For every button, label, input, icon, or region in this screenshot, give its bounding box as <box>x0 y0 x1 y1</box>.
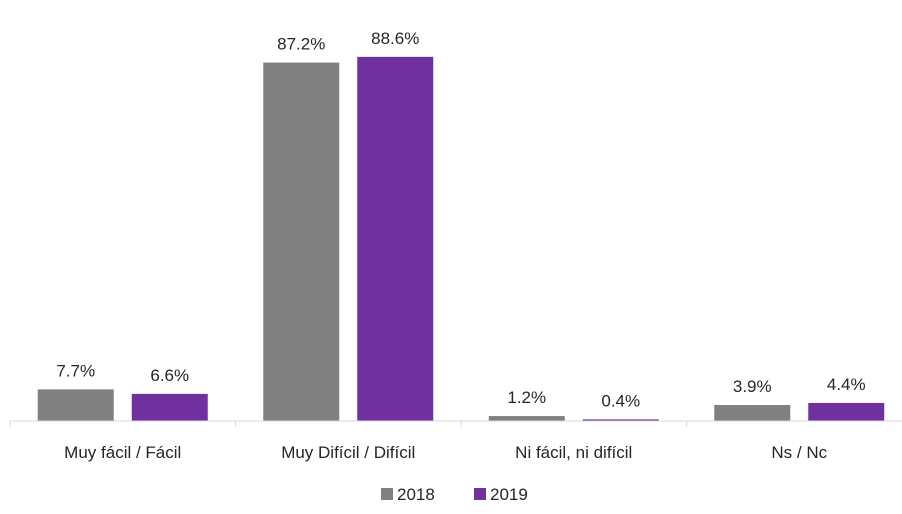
value-labels-layer: 7.7% 6.6% 87.2% 88.6% 1.2% 0.4% 3.9% 4.4% <box>56 29 865 411</box>
bar-2018-1 <box>263 62 340 421</box>
bar-2018-0 <box>37 389 114 421</box>
bar-2019-0 <box>131 393 208 421</box>
bars-layer <box>37 56 885 421</box>
category-label-2: Ni fácil, ni difícil <box>515 443 632 462</box>
bar-2018-3 <box>714 404 791 421</box>
category-label-1: Muy Difícil / Difícil <box>281 443 415 462</box>
bar-2019-3 <box>808 402 885 421</box>
category-label-3: Ns / Nc <box>771 443 827 462</box>
x-axis-labels: Muy fácil / Fácil Muy Difícil / Difícil Ni… <box>64 443 827 462</box>
value-label-2018-2: 1.2% <box>507 388 546 407</box>
legend-label-2019: 2019 <box>490 485 528 504</box>
legend-swatch-2018 <box>381 488 393 500</box>
value-label-2019-2: 0.4% <box>601 391 640 410</box>
value-label-2019-0: 6.6% <box>150 366 189 385</box>
bar-2019-1 <box>357 56 434 421</box>
value-label-2018-3: 3.9% <box>733 377 772 396</box>
value-label-2018-0: 7.7% <box>56 361 95 380</box>
bar-2019-2 <box>582 419 659 421</box>
category-label-0: Muy fácil / Fácil <box>64 443 181 462</box>
legend: 2018 2019 <box>381 485 528 504</box>
value-label-2018-1: 87.2% <box>277 35 325 54</box>
value-label-2019-1: 88.6% <box>371 29 419 48</box>
value-label-2019-3: 4.4% <box>827 375 866 394</box>
legend-label-2018: 2018 <box>397 485 435 504</box>
bar-2018-2 <box>488 416 565 421</box>
x-axis-ticks <box>9 421 687 427</box>
legend-swatch-2019 <box>474 488 486 500</box>
